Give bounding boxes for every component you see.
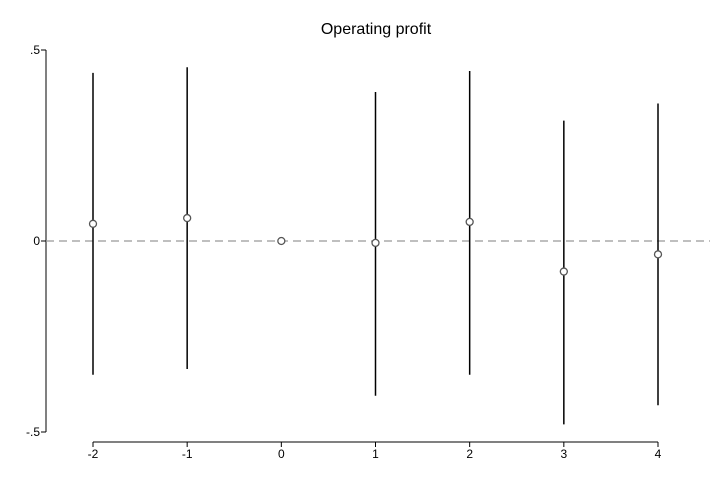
point-estimate bbox=[653, 250, 663, 259]
y-tick-label: 0 bbox=[33, 234, 40, 248]
y-tick-label: -.5 bbox=[26, 425, 40, 439]
x-tick-label: -1 bbox=[182, 447, 193, 461]
chart-title: Operating profit bbox=[321, 21, 432, 38]
point-estimate bbox=[277, 236, 286, 246]
point-estimate bbox=[465, 217, 474, 227]
y-axis-ticks: .5 0 -.5 bbox=[26, 43, 46, 439]
x-tick-label: -2 bbox=[88, 447, 99, 461]
point-estimate bbox=[371, 238, 380, 248]
y-tick-label: .5 bbox=[30, 43, 40, 57]
x-tick-label: 0 bbox=[278, 447, 285, 461]
x-tick-label: 4 bbox=[655, 447, 662, 461]
point-estimate bbox=[559, 267, 568, 276]
x-tick-label: 3 bbox=[560, 447, 567, 461]
x-axis-ticks: -2 -1 0 1 2 3 4 bbox=[88, 442, 662, 461]
x-tick-label: 2 bbox=[466, 447, 473, 461]
x-tick-label: 1 bbox=[372, 447, 379, 461]
point-estimate bbox=[88, 219, 98, 228]
estimates bbox=[88, 67, 663, 425]
point-estimate bbox=[183, 213, 192, 223]
